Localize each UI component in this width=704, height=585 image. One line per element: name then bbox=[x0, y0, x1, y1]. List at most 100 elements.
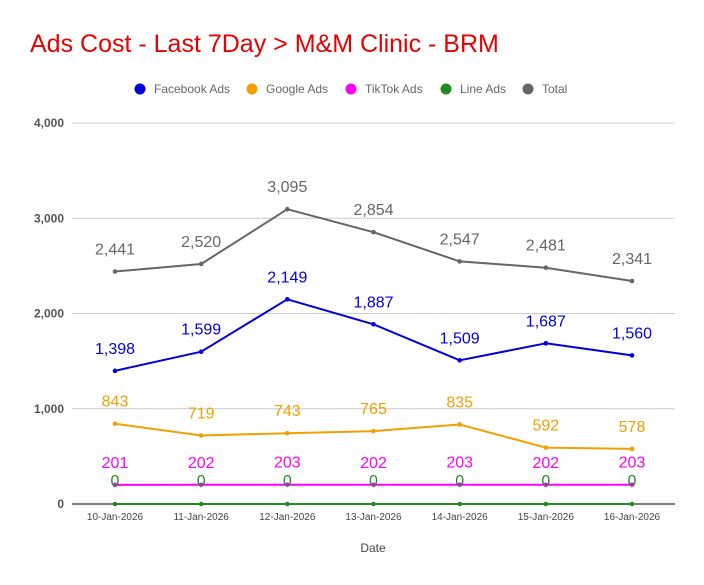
x-tick-label: 10-Jan-2026 bbox=[87, 512, 144, 523]
legend-label-google: Google Ads bbox=[266, 82, 328, 96]
data-point-total bbox=[457, 259, 462, 264]
data-point-facebook bbox=[629, 353, 635, 358]
data-label-google: 592 bbox=[532, 418, 559, 435]
y-axis-ticks: 0 1,000 2,000 3,000 4,000 bbox=[34, 116, 64, 511]
data-point-google bbox=[543, 445, 549, 450]
data-point-line bbox=[112, 501, 118, 507]
legend-item-facebook[interactable]: Facebook Ads bbox=[134, 82, 231, 96]
data-label-google: 578 bbox=[619, 419, 646, 436]
data-point-google bbox=[198, 433, 204, 438]
y-tick-label: 4,000 bbox=[34, 116, 64, 130]
legend-item-total[interactable]: Total bbox=[522, 82, 568, 96]
data-point-tiktok bbox=[629, 482, 635, 487]
data-label-line: 0 bbox=[455, 473, 464, 490]
legend-marker-tiktok bbox=[345, 83, 357, 95]
legend-item-google[interactable]: Google Ads bbox=[246, 82, 329, 96]
data-label-total: 2,341 bbox=[612, 251, 652, 268]
legend-item-line[interactable]: Line Ads bbox=[440, 82, 507, 96]
gridlines bbox=[72, 122, 675, 505]
data-point-line bbox=[371, 501, 376, 507]
data-point-tiktok bbox=[371, 482, 376, 488]
x-tick-label: 16-Jan-2026 bbox=[604, 512, 661, 523]
data-point-google bbox=[629, 446, 635, 452]
data-point-total bbox=[629, 278, 635, 284]
data-label-google: 835 bbox=[446, 394, 473, 411]
data-label-facebook: 1,887 bbox=[353, 294, 393, 311]
data-point-total bbox=[198, 261, 204, 267]
data-point-line bbox=[198, 501, 204, 507]
data-point-total bbox=[543, 265, 549, 270]
data-point-facebook bbox=[198, 349, 204, 354]
data-label-tiktok: 202 bbox=[532, 455, 559, 472]
data-label-line: 0 bbox=[197, 473, 206, 490]
data-label-total: 2,547 bbox=[440, 231, 480, 248]
legend-marker-line bbox=[440, 83, 452, 95]
legend-item-tiktok[interactable]: TikTok Ads bbox=[345, 82, 423, 96]
x-tick-label: 15-Jan-2026 bbox=[518, 512, 575, 523]
data-label-tiktok: 202 bbox=[188, 455, 215, 472]
data-label-facebook: 1,687 bbox=[526, 313, 566, 330]
data-label-google: 843 bbox=[102, 394, 129, 411]
data-label-facebook: 1,599 bbox=[181, 322, 221, 339]
data-label-tiktok: 201 bbox=[102, 455, 129, 472]
data-label-tiktok: 203 bbox=[274, 455, 301, 472]
data-label-total: 3,095 bbox=[267, 179, 307, 196]
data-label-total: 2,441 bbox=[95, 241, 135, 258]
legend-label-tiktok: TikTok Ads bbox=[365, 82, 423, 96]
y-tick-label: 1,000 bbox=[34, 402, 64, 416]
data-label-google: 743 bbox=[274, 403, 301, 420]
y-tick-label: 0 bbox=[57, 497, 64, 511]
data-point-facebook bbox=[112, 368, 118, 374]
data-label-tiktok: 203 bbox=[446, 455, 473, 472]
data-point-google bbox=[112, 421, 118, 427]
data-point-facebook bbox=[371, 321, 376, 327]
data-label-google: 719 bbox=[188, 406, 215, 423]
x-tick-label: 12-Jan-2026 bbox=[259, 512, 316, 523]
data-point-tiktok bbox=[285, 482, 290, 487]
data-label-line: 0 bbox=[369, 473, 378, 490]
data-point-tiktok bbox=[457, 482, 462, 487]
data-label-facebook: 1,509 bbox=[440, 330, 480, 347]
legend-marker-facebook bbox=[134, 83, 146, 95]
legend-label-total: Total bbox=[542, 82, 567, 96]
legend-label-facebook: Facebook Ads bbox=[154, 82, 230, 96]
data-point-total bbox=[371, 229, 376, 235]
data-point-total bbox=[285, 206, 290, 212]
data-label-facebook: 1,560 bbox=[612, 325, 652, 342]
data-point-facebook bbox=[285, 297, 290, 302]
x-tick-label: 11-Jan-2026 bbox=[173, 512, 229, 523]
legend-label-line: Line Ads bbox=[460, 82, 506, 96]
data-point-facebook bbox=[543, 341, 549, 346]
chart-title: Ads Cost - Last 7Day > M&M Clinic - BRM bbox=[30, 30, 499, 58]
x-axis-ticks: 10-Jan-2026 11-Jan-2026 12-Jan-2026 13-Jan-… bbox=[87, 512, 661, 523]
data-label-line: 0 bbox=[283, 473, 292, 490]
data-label-total: 2,520 bbox=[181, 234, 221, 251]
y-tick-label: 2,000 bbox=[34, 307, 64, 321]
data-label-facebook: 2,149 bbox=[267, 269, 307, 286]
data-point-line bbox=[457, 501, 462, 507]
data-point-tiktok bbox=[198, 482, 204, 488]
x-tick-label: 14-Jan-2026 bbox=[432, 512, 489, 523]
data-point-google bbox=[457, 422, 462, 427]
data-point-google bbox=[285, 430, 290, 436]
x-axis-title: Date bbox=[360, 541, 386, 555]
data-point-facebook bbox=[457, 357, 462, 363]
y-tick-label: 3,000 bbox=[34, 211, 64, 225]
data-label-tiktok: 203 bbox=[619, 455, 646, 472]
data-label-line: 0 bbox=[541, 473, 550, 490]
data-label-line: 0 bbox=[628, 473, 637, 490]
data-label-total: 2,481 bbox=[526, 238, 566, 255]
series-layer bbox=[112, 206, 635, 507]
data-label-total: 2,854 bbox=[353, 202, 393, 219]
data-point-total bbox=[112, 269, 118, 274]
x-tick-label: 13-Jan-2026 bbox=[345, 512, 402, 523]
legend[interactable]: Facebook Ads Google Ads TikTok Ads Line Ads… bbox=[134, 82, 568, 96]
data-point-tiktok bbox=[543, 482, 549, 488]
data-label-tiktok: 202 bbox=[360, 455, 387, 472]
legend-marker-total bbox=[522, 83, 534, 95]
data-label-google: 765 bbox=[360, 401, 387, 418]
data-point-line bbox=[285, 501, 290, 507]
legend-marker-google bbox=[246, 83, 258, 95]
